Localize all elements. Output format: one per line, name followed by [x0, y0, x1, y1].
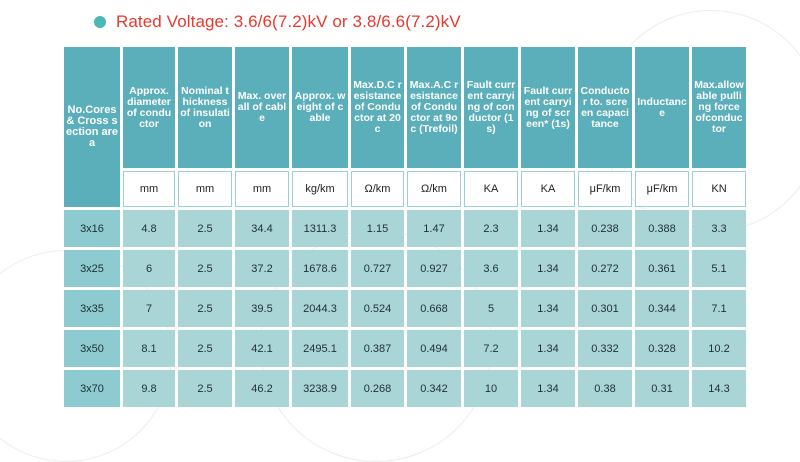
- unit-cell: kg/km: [292, 171, 348, 207]
- table-cell: 2.3: [464, 210, 518, 247]
- table-row: 3x35 7 2.5 39.5 2044.3 0.524 0.668 5 1.3…: [64, 290, 746, 327]
- table-row: 3x50 8.1 2.5 42.1 2495.1 0.387 0.494 7.2…: [64, 330, 746, 367]
- table-cell: 37.2: [235, 250, 289, 287]
- header-cell: Max.D.C resistance of Conductor at 20c: [351, 47, 404, 168]
- table-cell: 0.387: [351, 330, 404, 367]
- unit-cell: μF/km: [578, 171, 632, 207]
- spec-table: No.Cores & Cross section area Approx. di…: [61, 44, 749, 410]
- unit-cell: mm: [235, 171, 289, 207]
- table-cell: 0.38: [578, 370, 632, 407]
- table-cell: 14.3: [692, 370, 746, 407]
- unit-cell: mm: [123, 171, 175, 207]
- table-cell: 2.5: [178, 210, 232, 247]
- header-cell: Max.A.C resistance of Conductor at 9oc (…: [407, 47, 461, 168]
- unit-cell: μF/km: [635, 171, 689, 207]
- unit-cell: KA: [521, 171, 575, 207]
- table-cell: 3x70: [64, 370, 120, 407]
- table-cell: 1.15: [351, 210, 404, 247]
- header-cell: Max. overall of cable: [235, 47, 289, 168]
- table-cell: 0.332: [578, 330, 632, 367]
- header-cell: Nominal thickness of insulation: [178, 47, 232, 168]
- header-row: No.Cores & Cross section area Approx. di…: [64, 47, 746, 207]
- unit-cell: KN: [692, 171, 746, 207]
- table-cell: 1.34: [521, 330, 575, 367]
- table-row: 3x16 4.8 2.5 34.4 1311.3 1.15 1.47 2.3 1…: [64, 210, 746, 247]
- unit-cell: mm: [178, 171, 232, 207]
- table-cell: 0.727: [351, 250, 404, 287]
- units-row: mm mm mm kg/km Ω/km Ω/km KA KA μF/km μF/…: [64, 171, 746, 207]
- table-cell: 1.34: [521, 290, 575, 327]
- table-cell: 8.1: [123, 330, 175, 367]
- table-cell: 34.4: [235, 210, 289, 247]
- table-cell: 0.31: [635, 370, 689, 407]
- table-cell: 0.927: [407, 250, 461, 287]
- table-cell: 4.8: [123, 210, 175, 247]
- table-cell: 1311.3: [292, 210, 348, 247]
- page-title: Rated Voltage: 3.6/6(7.2)kV or 3.8/6.6(7…: [116, 12, 461, 31]
- table-cell: 5.1: [692, 250, 746, 287]
- table-cell: 3.6: [464, 250, 518, 287]
- table-cell: 0.388: [635, 210, 689, 247]
- table-cell: 46.2: [235, 370, 289, 407]
- table-cell: 1678.6: [292, 250, 348, 287]
- header-cell: Conductor to. screen capacitance: [578, 47, 632, 168]
- table-cell: 2.5: [178, 290, 232, 327]
- table-cell: 7.2: [464, 330, 518, 367]
- table-cell: 9.8: [123, 370, 175, 407]
- table-cell: 0.494: [407, 330, 461, 367]
- unit-cell: Ω/km: [407, 171, 461, 207]
- table-cell: 0.668: [407, 290, 461, 327]
- table-cell: 3.3: [692, 210, 746, 247]
- header-cell: Approx. diameter of conductor: [123, 47, 175, 168]
- header-cell: Max.allowable pulling force ofconductor: [692, 47, 746, 168]
- table-cell: 39.5: [235, 290, 289, 327]
- table-cell: 0.344: [635, 290, 689, 327]
- table-cell: 3x50: [64, 330, 120, 367]
- table-cell: 3x35: [64, 290, 120, 327]
- table-cell: 2.5: [178, 330, 232, 367]
- table-row: 3x70 9.8 2.5 46.2 3238.9 0.268 0.342 10 …: [64, 370, 746, 407]
- table-cell: 0.238: [578, 210, 632, 247]
- table-cell: 0.272: [578, 250, 632, 287]
- table-cell: 0.361: [635, 250, 689, 287]
- table-row: 3x25 6 2.5 37.2 1678.6 0.727 0.927 3.6 1…: [64, 250, 746, 287]
- table-cell: 1.34: [521, 370, 575, 407]
- table-cell: 1.47: [407, 210, 461, 247]
- table-cell: 0.342: [407, 370, 461, 407]
- table-cell: 3x25: [64, 250, 120, 287]
- table-cell: 42.1: [235, 330, 289, 367]
- table-cell: 7.1: [692, 290, 746, 327]
- table-cell: 1.34: [521, 210, 575, 247]
- header-cell: Fault current carrying of screen* (1s): [521, 47, 575, 168]
- table-cell: 0.268: [351, 370, 404, 407]
- header-cell: Fault current carrying of conductor (1s): [464, 47, 518, 168]
- unit-cell: KA: [464, 171, 518, 207]
- bullet-dot-icon: [94, 16, 106, 28]
- table-cell: 0.301: [578, 290, 632, 327]
- header-cell: Inductance: [635, 47, 689, 168]
- unit-cell: Ω/km: [351, 171, 404, 207]
- header-cell: Approx. weight of cable: [292, 47, 348, 168]
- table-cell: 7: [123, 290, 175, 327]
- table-cell: 3238.9: [292, 370, 348, 407]
- table-cell: 0.524: [351, 290, 404, 327]
- table-cell: 2495.1: [292, 330, 348, 367]
- table-cell: 1.34: [521, 250, 575, 287]
- table-cell: 2044.3: [292, 290, 348, 327]
- table-cell: 0.328: [635, 330, 689, 367]
- table-cell: 10.2: [692, 330, 746, 367]
- table-cell: 5: [464, 290, 518, 327]
- table-cell: 6: [123, 250, 175, 287]
- table-cell: 2.5: [178, 250, 232, 287]
- table-cell: 2.5: [178, 370, 232, 407]
- header-cell: No.Cores & Cross section area: [64, 47, 120, 207]
- table-cell: 10: [464, 370, 518, 407]
- table-cell: 3x16: [64, 210, 120, 247]
- title-row: Rated Voltage: 3.6/6(7.2)kV or 3.8/6.6(7…: [94, 12, 461, 32]
